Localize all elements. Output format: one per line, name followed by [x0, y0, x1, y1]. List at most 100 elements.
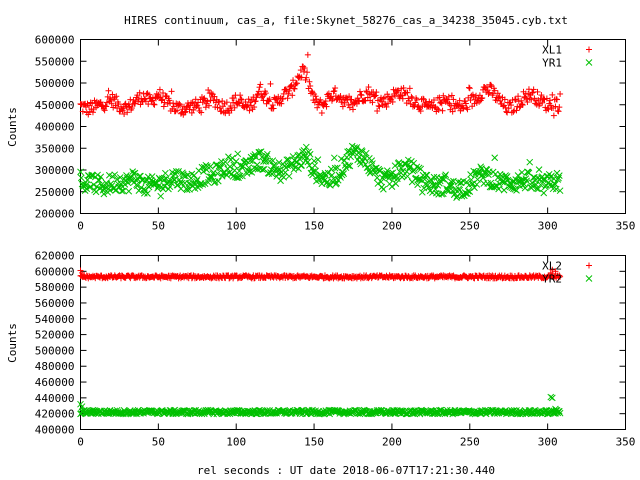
- data-point: [372, 92, 379, 99]
- data-point: [170, 103, 177, 110]
- legend-marker: [585, 59, 593, 66]
- data-point: [131, 169, 139, 177]
- data-point: [332, 85, 339, 92]
- data-point: [311, 162, 319, 169]
- data-point: [320, 175, 327, 183]
- data-point: [238, 96, 245, 103]
- legend-marker: [585, 275, 593, 282]
- y-tick-label: 480000: [35, 360, 75, 373]
- data-point: [530, 86, 537, 93]
- data-point: [175, 167, 182, 175]
- data-point: [107, 97, 114, 104]
- data-point: [279, 95, 286, 102]
- data-point: [545, 106, 552, 113]
- data-point: [124, 109, 131, 116]
- data-point: [284, 95, 291, 102]
- data-point: [521, 184, 529, 192]
- data-point: [223, 99, 230, 106]
- y-tick-label: 550000: [35, 55, 75, 68]
- data-point: [553, 96, 560, 103]
- data-point: [497, 97, 504, 104]
- data-point: [122, 100, 129, 107]
- data-point: [518, 101, 525, 108]
- data-point: [97, 173, 105, 181]
- data-point: [290, 77, 297, 84]
- data-point: [275, 159, 283, 166]
- data-point: [107, 180, 115, 188]
- data-point: [262, 90, 269, 97]
- data-point: [198, 163, 206, 171]
- data-point: [177, 185, 185, 193]
- data-point: [440, 92, 447, 99]
- data-point: [204, 163, 211, 170]
- data-point: [417, 108, 424, 115]
- data-point: [204, 98, 211, 105]
- data-point: [543, 95, 550, 102]
- data-point: [466, 84, 473, 91]
- data-point: [430, 97, 437, 104]
- data-point: [486, 89, 493, 96]
- data-point: [228, 107, 235, 114]
- data-point: [82, 104, 89, 111]
- data-point: [503, 108, 510, 115]
- x-axis-label: rel seconds : UT date 2018-06-07T17:21:3…: [197, 464, 495, 477]
- data-point: [508, 102, 515, 109]
- data-point: [554, 107, 561, 114]
- data-point: [105, 87, 112, 94]
- y-tick-label: 300000: [35, 164, 75, 177]
- data-point: [269, 102, 276, 109]
- data-point: [181, 109, 188, 116]
- data-point: [534, 88, 541, 95]
- data-point: [348, 96, 355, 103]
- data-point: [95, 176, 103, 184]
- data-point: [101, 107, 108, 114]
- data-point: [327, 181, 334, 189]
- data-point: [178, 179, 186, 187]
- data-point: [231, 104, 238, 111]
- data-point: [404, 172, 411, 180]
- data-point: [237, 96, 244, 103]
- data-point: [271, 161, 278, 169]
- data-point: [448, 92, 455, 99]
- data-point: [182, 108, 189, 115]
- data-point: [307, 83, 314, 90]
- data-point: [210, 169, 217, 176]
- x-tick-label: 150: [304, 220, 324, 233]
- data-point: [413, 96, 420, 103]
- data-point: [303, 74, 310, 81]
- data-point: [120, 105, 127, 112]
- data-point: [296, 156, 304, 163]
- data-point: [297, 67, 304, 74]
- data-point: [256, 148, 263, 156]
- data-point: [114, 105, 121, 112]
- data-point: [257, 81, 264, 88]
- data-point: [182, 172, 189, 180]
- legend-label: YR2: [542, 273, 562, 286]
- data-point: [505, 105, 512, 112]
- data-point: [466, 85, 473, 92]
- data-point: [125, 187, 133, 195]
- x-tick-label: 300: [538, 220, 558, 233]
- data-point: [526, 158, 534, 166]
- data-point: [487, 81, 494, 88]
- data-point: [365, 84, 372, 91]
- data-point: [236, 172, 244, 180]
- data-point: [287, 83, 294, 90]
- data-point: [460, 105, 467, 112]
- data-point: [406, 97, 413, 104]
- data-point: [363, 88, 370, 95]
- data-point: [294, 152, 302, 159]
- data-point: [304, 158, 312, 166]
- data-point: [328, 171, 336, 179]
- data-point: [510, 108, 517, 115]
- data-point: [270, 105, 277, 112]
- data-point: [515, 93, 522, 100]
- data-point: [166, 97, 173, 104]
- top-y-ticks: 200000 250000 300000 350000 400000 450000 5000…: [35, 34, 626, 221]
- data-point: [99, 102, 106, 109]
- data-point: [95, 176, 102, 184]
- data-point: [246, 107, 253, 114]
- data-point: [157, 192, 165, 200]
